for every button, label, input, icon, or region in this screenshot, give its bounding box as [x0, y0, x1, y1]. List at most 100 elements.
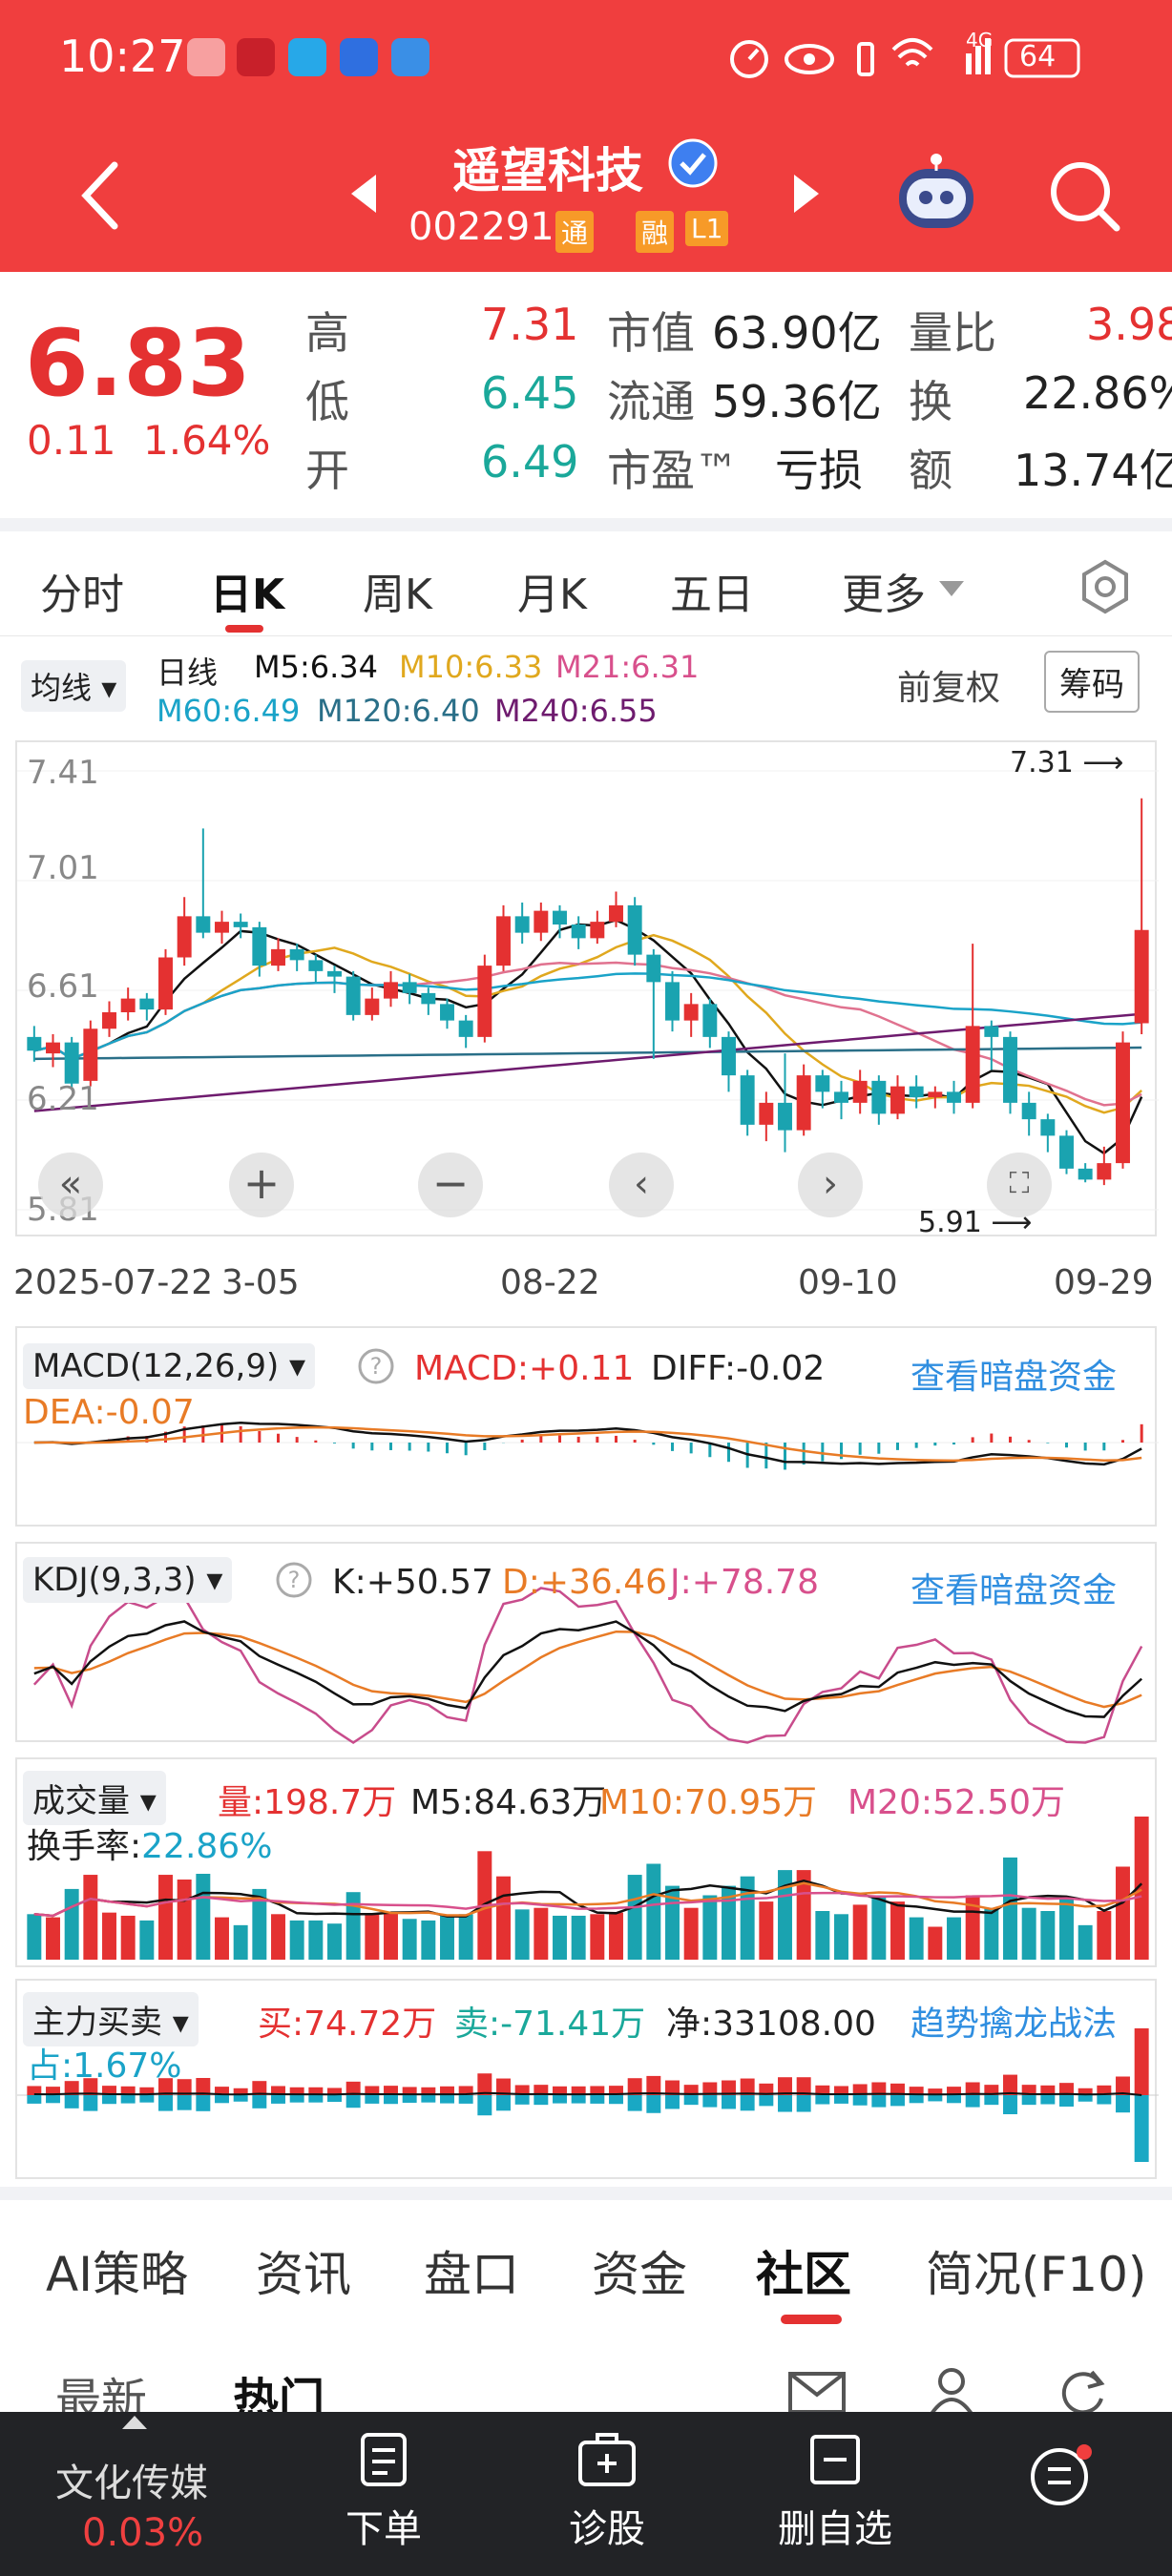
tab-five-day[interactable]: 五日	[670, 571, 754, 619]
price-change: 0.11	[27, 417, 116, 464]
tab-daily-k[interactable]: 日K	[210, 571, 285, 619]
tab-ai-strategy[interactable]: AI策略	[46, 2247, 188, 2302]
candle	[365, 998, 380, 1015]
macd-link[interactable]: 查看暗盘资金	[910, 1358, 1118, 1397]
diff-value: DIFF:-0.02	[651, 1349, 826, 1388]
kline-chart[interactable]: 7.41 7.01 6.61 6.21 5.81 7.31 ⟶ 5.91 ⟶ «…	[15, 740, 1159, 1239]
zoom-out-full-icon[interactable]: «	[38, 1153, 103, 1217]
buy-bar	[1097, 2085, 1112, 2095]
remove-watchlist-button[interactable]: 删自选	[773, 2431, 897, 2553]
sell-bar	[553, 2095, 567, 2104]
buy-bar	[571, 2086, 586, 2095]
scroll-left-icon[interactable]: ‹	[609, 1153, 674, 1217]
scroll-right-icon[interactable]: ›	[798, 1153, 863, 1217]
pe-label: 市盈™	[607, 445, 739, 496]
kdj-panel[interactable]: KDJ(9,3,3) ▾ ? K:+50.57 D:+36.46 J:+78.7…	[15, 1542, 1157, 1744]
main-force-panel[interactable]: 主力买卖 ▾ 买:74.72万 卖:-71.41万 净:33108.00 趋势擒…	[15, 1979, 1159, 2179]
diff-line	[33, 1422, 1142, 1466]
tab-profile-f10[interactable]: 简况(F10)	[926, 2247, 1147, 2302]
speed-needle	[747, 48, 760, 61]
zoom-in-icon[interactable]: +	[229, 1153, 294, 1217]
buy-bar	[590, 2086, 605, 2095]
buy-bar	[796, 2077, 811, 2095]
tab-intraday[interactable]: 分时	[40, 571, 124, 619]
volume-bar	[815, 1911, 830, 1960]
candle	[1097, 1163, 1112, 1180]
zoom-out-icon[interactable]: −	[418, 1153, 483, 1217]
y-label-0: 7.41	[27, 754, 99, 792]
buy-bar	[553, 2086, 567, 2095]
buy-bar	[1059, 2083, 1074, 2095]
help-icon[interactable]: ?	[275, 1561, 313, 1599]
tab-news[interactable]: 资讯	[256, 2247, 351, 2302]
ma60-label: M60:6.49	[157, 693, 301, 729]
chevron-up-icon[interactable]	[120, 2414, 149, 2431]
volume-selector[interactable]: 成交量 ▾	[23, 1771, 166, 1825]
volume-bar	[308, 1920, 324, 1960]
tab-monthly-k[interactable]: 月K	[517, 571, 587, 619]
chip-button[interactable]: 筹码	[1044, 651, 1140, 713]
menu-icon[interactable]	[1029, 2441, 1096, 2507]
indicator-selector[interactable]: 均线 ▾	[21, 660, 127, 712]
sell-bar	[308, 2095, 324, 2103]
vol-ma10: M10:70.95万	[599, 1783, 818, 1822]
subtab-hot[interactable]: 热门	[233, 2374, 325, 2412]
last-price: 6.83	[25, 310, 251, 417]
volume-bar	[177, 1880, 192, 1960]
flow-selector[interactable]: 主力买卖 ▾	[23, 1992, 199, 2046]
buy-bar	[345, 2081, 361, 2095]
macd-selector[interactable]: MACD(12,26,9) ▾	[23, 1343, 316, 1389]
battery-level: 64	[1019, 40, 1057, 73]
buy-bar	[984, 2085, 999, 2095]
volume-value: 量:198.7万	[218, 1783, 397, 1822]
tab-weekly-k[interactable]: 周K	[363, 571, 432, 619]
candle	[1059, 1135, 1074, 1169]
badge-rong: 融	[636, 211, 675, 253]
buy-bar	[1003, 2074, 1017, 2095]
volume-bar	[215, 1917, 229, 1960]
battery-icon	[1004, 38, 1080, 78]
vibrate-icon	[857, 42, 874, 76]
back-icon[interactable]	[76, 157, 124, 234]
buy-bar	[120, 2086, 136, 2095]
tab-funds[interactable]: 资金	[592, 2247, 687, 2302]
search-icon[interactable]	[1046, 157, 1122, 234]
candle	[177, 916, 192, 958]
subtab-latest[interactable]: 最新	[55, 2374, 148, 2412]
candle	[534, 910, 549, 933]
help-icon[interactable]: ?	[357, 1347, 395, 1385]
mail-icon[interactable]	[788, 2372, 846, 2412]
macd-panel[interactable]: MACD(12,26,9) ▾ ? MACD:+0.11 DIFF:-0.02 …	[15, 1326, 1159, 1527]
buy-bar	[852, 2084, 868, 2095]
candle	[1116, 1042, 1130, 1164]
refresh-icon[interactable]	[1059, 2366, 1107, 2412]
buy-bar	[327, 2088, 342, 2095]
sell-bar	[177, 2095, 192, 2110]
tab-more[interactable]: 更多	[842, 571, 926, 619]
kdj-link[interactable]: 查看暗盘资金	[910, 1571, 1118, 1610]
buy-bar	[27, 2086, 42, 2095]
fullscreen-icon[interactable]: ⛶	[987, 1153, 1052, 1217]
sector-name[interactable]: 文化传媒	[55, 2462, 208, 2505]
diagnose-button[interactable]: 诊股	[559, 2431, 655, 2553]
user-icon[interactable]	[928, 2366, 975, 2412]
volume-panel[interactable]: 成交量 ▾ 量:198.7万 M5:84.63万 M10:70.95万 M20:…	[15, 1757, 1157, 1967]
prev-stock-icon[interactable]	[349, 173, 378, 215]
float-value: 59.36亿	[712, 376, 882, 427]
dea-line	[33, 1425, 1142, 1463]
flow-link[interactable]: 趋势擒龙战法	[910, 2005, 1118, 2044]
robot-assistant-icon[interactable]	[893, 152, 979, 238]
volume-bar	[1078, 1924, 1093, 1960]
candle	[778, 1102, 792, 1131]
next-stock-icon[interactable]	[792, 173, 821, 215]
low-label: 低	[305, 376, 349, 427]
volume-bar	[120, 1915, 136, 1960]
order-button[interactable]: 下单	[336, 2431, 431, 2553]
buy-bar	[665, 2080, 680, 2095]
tab-orderbook[interactable]: 盘口	[424, 2247, 519, 2302]
kdj-selector[interactable]: KDJ(9,3,3) ▾	[23, 1557, 233, 1603]
tab-community[interactable]: 社区	[756, 2247, 851, 2302]
settings-icon[interactable]	[1077, 558, 1134, 615]
sell-bar	[1097, 2095, 1112, 2105]
adjust-label[interactable]: 前复权	[897, 669, 1001, 708]
